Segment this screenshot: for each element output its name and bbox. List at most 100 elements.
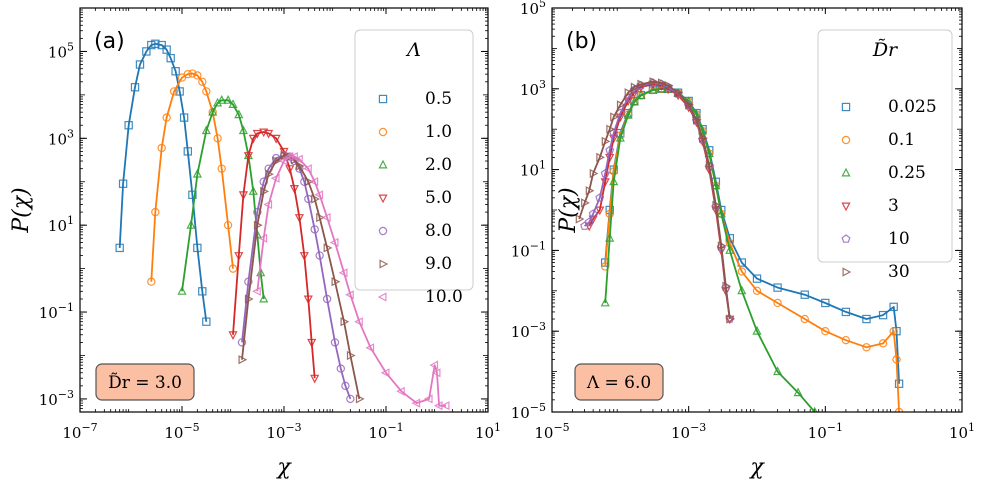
data-point-30 (581, 198, 590, 208)
data-point-5.0 (234, 252, 244, 261)
data-point-30 (610, 112, 619, 122)
data-point-0.1 (841, 335, 851, 345)
data-point-1.0 (169, 87, 179, 96)
data-point-9.0 (260, 186, 269, 196)
legend-label-8.0: 8.0 (425, 221, 452, 241)
data-point-5.0 (303, 295, 313, 305)
data-point-0.025 (800, 290, 809, 299)
data-point-0.25 (605, 233, 615, 242)
data-point-10 (600, 168, 610, 178)
data-point-30 (705, 160, 715, 170)
data-point-10.0 (321, 212, 331, 223)
series-line-0.5 (118, 42, 208, 322)
data-point-1.0 (147, 277, 156, 286)
data-point-0.1 (600, 262, 610, 271)
x-tick-label: 10−5 (164, 421, 199, 442)
data-point-8.0 (341, 381, 350, 391)
y-axis-label: P(χ) (556, 187, 581, 233)
data-point-0.5 (151, 39, 160, 48)
data-point-2.0 (228, 99, 238, 109)
data-point-0.25 (648, 84, 658, 94)
legend-marker-3 (841, 202, 851, 212)
data-point-0.025 (894, 379, 904, 388)
data-point-0.25 (752, 325, 762, 335)
data-point-0.5 (118, 179, 128, 188)
x-tick-label: 101 (475, 421, 501, 442)
panel-b: 10−5 10−3 10−1 10110−510−310−1101103105(b)χ… (511, 0, 975, 480)
data-point-0.5 (124, 121, 133, 130)
legend-label-0.25: 0.25 (888, 163, 926, 183)
data-point-1.0 (151, 207, 160, 217)
x-axis-label: χ (748, 455, 765, 480)
data-point-5.0 (289, 185, 299, 194)
data-point-30 (630, 82, 640, 92)
data-point-0.25 (615, 132, 625, 142)
data-point-1.0 (188, 69, 197, 78)
data-point-2.0 (234, 109, 244, 119)
data-point-5.0 (310, 374, 320, 384)
plot-area (115, 39, 450, 411)
data-point-0.1 (889, 327, 898, 336)
legend: D̃r 0.025 0.1 0.25 3 10 30 (817, 29, 953, 282)
data-point-10 (605, 145, 615, 155)
data-point-2.0 (192, 168, 202, 178)
data-point-0.5 (142, 47, 151, 56)
data-point-5.0 (252, 129, 262, 139)
data-point-10.0 (303, 164, 312, 174)
data-point-0.5 (179, 113, 189, 122)
legend-label-0.025: 0.025 (888, 97, 937, 117)
data-point-9.0 (304, 177, 314, 187)
data-point-0.5 (171, 67, 180, 76)
data-point-2.0 (186, 219, 196, 229)
legend-marker-9.0 (379, 259, 389, 269)
legend-marker-10 (841, 234, 851, 243)
data-point-8.0 (310, 225, 319, 234)
data-point-2.0 (248, 186, 258, 195)
data-point-0.1 (821, 327, 830, 336)
y-tick-label: 10−3 (39, 388, 74, 409)
annotation-box (574, 363, 664, 401)
data-point-5.0 (294, 214, 304, 223)
data-point-10 (580, 221, 590, 230)
legend-marker-0.025 (841, 102, 851, 112)
data-point-5.0 (264, 129, 274, 139)
data-point-10.0 (314, 190, 324, 200)
data-point-1.0 (213, 134, 222, 143)
data-point-30 (585, 186, 595, 196)
x-tick-label: 10−3 (266, 421, 301, 442)
legend-label-5.0: 5.0 (425, 188, 452, 208)
data-point-5.0 (238, 191, 248, 201)
panel-label: (a) (94, 29, 125, 54)
data-point-9.0 (272, 156, 282, 166)
data-point-0.1 (862, 343, 871, 352)
data-point-0.5 (183, 147, 193, 156)
y-tick-label: 10−1 (511, 239, 546, 260)
legend-label-3: 3 (888, 196, 899, 216)
data-point-0.025 (821, 298, 830, 308)
legend-label-30: 30 (888, 262, 910, 282)
data-point-8.0 (346, 394, 355, 404)
data-point-0.25 (725, 245, 735, 254)
data-point-0.5 (157, 40, 166, 50)
data-point-2.0 (208, 106, 218, 116)
panel-a: 10−7 10−5 10−3 10−1 101 10−3 10−1 101 103 105 (a) χ… (9, 7, 501, 480)
series-line-2.0 (181, 99, 265, 300)
data-point-2.0 (223, 95, 233, 104)
data-point-30 (601, 136, 611, 146)
legend-title: Λ (405, 39, 421, 61)
x-tick-label: 10−1 (368, 421, 403, 442)
data-point-10.0 (440, 401, 450, 411)
series-line-5.0 (232, 131, 316, 379)
data-point-8.0 (244, 277, 253, 286)
data-point-1.0 (193, 71, 202, 80)
data-point-10.0 (338, 268, 348, 278)
data-point-10 (595, 193, 605, 202)
data-point-0.25 (793, 387, 803, 397)
x-tick-label: 10−1 (808, 421, 843, 442)
data-point-9.0 (238, 355, 248, 365)
legend-label-0.1: 0.1 (888, 130, 915, 150)
data-point-30 (699, 133, 708, 143)
legend-marker-2.0 (378, 159, 388, 169)
legend-marker-30 (842, 267, 852, 277)
